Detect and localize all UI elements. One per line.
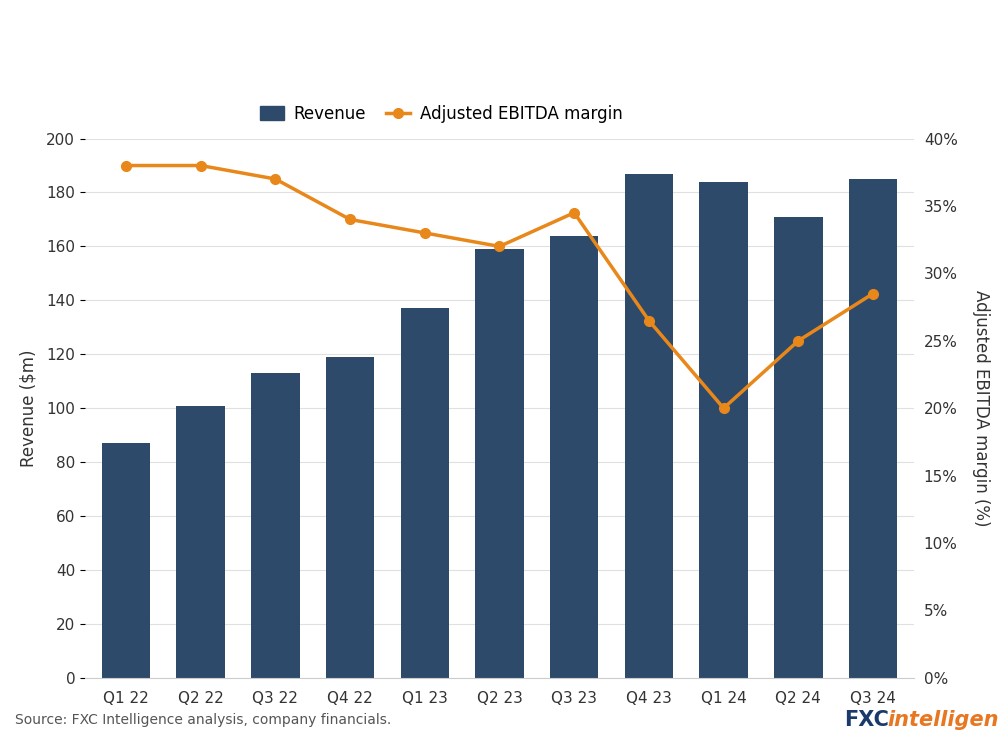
Text: intelligence: intelligence: [887, 710, 999, 730]
Y-axis label: Adjusted EBITDA margin (%): Adjusted EBITDA margin (%): [972, 290, 990, 527]
Bar: [401, 309, 450, 678]
Text: dLocal adjusted EBITDA margin rises compared to Q2 2024: dLocal adjusted EBITDA margin rises comp…: [15, 34, 892, 59]
Bar: [102, 443, 150, 678]
Bar: [774, 216, 822, 678]
Bar: [699, 182, 748, 678]
Y-axis label: Revenue ($m): Revenue ($m): [20, 350, 38, 467]
Bar: [476, 249, 523, 678]
Bar: [549, 236, 598, 678]
Bar: [177, 405, 225, 678]
Text: FXC: FXC: [844, 710, 889, 730]
Bar: [849, 179, 897, 678]
Bar: [251, 373, 300, 678]
Bar: [624, 174, 673, 678]
Legend: Revenue, Adjusted EBITDA margin: Revenue, Adjusted EBITDA margin: [254, 98, 629, 130]
Text: dLocal quarterly revenues and adjusted EBITDA margin, 2022-2024: dLocal quarterly revenues and adjusted E…: [15, 88, 624, 106]
Bar: [326, 357, 375, 678]
Text: Source: FXC Intelligence analysis, company financials.: Source: FXC Intelligence analysis, compa…: [15, 713, 392, 727]
